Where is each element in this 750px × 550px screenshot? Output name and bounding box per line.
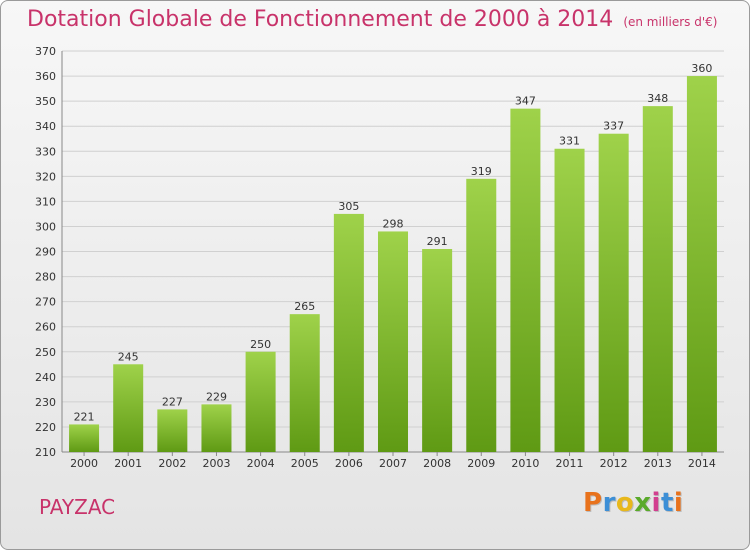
data-label: 331 xyxy=(559,135,580,148)
logo-letter: t xyxy=(660,488,674,518)
y-tick-label: 210 xyxy=(35,446,56,459)
x-tick-label: 2002 xyxy=(158,457,186,470)
data-label: 250 xyxy=(250,338,271,351)
data-label: 221 xyxy=(74,410,95,423)
x-tick-label: 2000 xyxy=(70,457,98,470)
data-label: 348 xyxy=(647,92,668,105)
y-tick-label: 360 xyxy=(35,70,56,83)
y-tick-label: 250 xyxy=(35,346,56,359)
x-tick-label: 2003 xyxy=(202,457,230,470)
data-label: 245 xyxy=(118,350,139,363)
y-tick-label: 240 xyxy=(35,371,56,384)
bar-2014 xyxy=(686,76,717,452)
logo-letter: x xyxy=(634,488,652,518)
y-tick-label: 230 xyxy=(35,396,56,409)
bar-2002 xyxy=(157,409,188,452)
commune-name: PAYZAC xyxy=(39,495,116,519)
bar-2005 xyxy=(289,314,320,452)
data-label: 305 xyxy=(338,200,359,213)
x-tick-label: 2012 xyxy=(600,457,628,470)
y-tick-label: 280 xyxy=(35,271,56,284)
bar-2013 xyxy=(642,106,673,452)
y-tick-label: 350 xyxy=(35,95,56,108)
x-tick-label: 2011 xyxy=(556,457,584,470)
x-tick-label: 2009 xyxy=(467,457,495,470)
chart-title-text: Dotation Globale de Fonctionnement de 20… xyxy=(27,7,614,32)
x-tick-label: 2001 xyxy=(114,457,142,470)
y-tick-label: 300 xyxy=(35,220,56,233)
data-label: 337 xyxy=(603,120,624,133)
data-label: 265 xyxy=(294,300,315,313)
y-tick-label: 330 xyxy=(35,145,56,158)
bar-2000 xyxy=(69,424,100,452)
x-tick-label: 2007 xyxy=(379,457,407,470)
x-tick-label: 2010 xyxy=(511,457,539,470)
bar-2006 xyxy=(333,213,364,452)
x-tick-label: 2014 xyxy=(688,457,716,470)
y-tick-label: 340 xyxy=(35,120,56,133)
data-label: 298 xyxy=(383,217,404,230)
y-tick-label: 320 xyxy=(35,170,56,183)
logo-letter: P xyxy=(583,488,603,518)
bar-2012 xyxy=(598,133,629,453)
data-label: 227 xyxy=(162,395,183,408)
bar-2007 xyxy=(377,231,409,452)
bar-2010 xyxy=(510,108,541,453)
bar-2009 xyxy=(466,178,497,452)
y-tick-label: 310 xyxy=(35,195,56,208)
y-tick-label: 290 xyxy=(35,246,56,259)
logo-letter: i xyxy=(651,488,661,518)
y-tick-label: 220 xyxy=(35,421,56,434)
x-tick-label: 2013 xyxy=(644,457,672,470)
logo-letter: r xyxy=(602,488,616,518)
bar-2001 xyxy=(113,364,144,452)
chart-subtitle: (en milliers d'€) xyxy=(623,15,718,29)
x-tick-label: 2006 xyxy=(335,457,363,470)
proxiti-logo: Proxiti xyxy=(583,488,683,518)
data-label: 291 xyxy=(427,235,448,248)
logo-letter: i xyxy=(673,488,684,518)
data-label: 347 xyxy=(515,95,536,108)
x-tick-label: 2004 xyxy=(247,457,275,470)
x-tick-label: 2008 xyxy=(423,457,451,470)
bar-2011 xyxy=(554,148,585,452)
data-label: 229 xyxy=(206,390,227,403)
chart-title: Dotation Globale de Fonctionnement de 20… xyxy=(27,7,717,32)
logo-letter: o xyxy=(615,488,635,518)
data-label: 319 xyxy=(471,165,492,178)
data-label: 360 xyxy=(691,62,712,75)
y-tick-label: 260 xyxy=(35,321,56,334)
y-tick-label: 370 xyxy=(35,45,56,58)
x-tick-label: 2005 xyxy=(291,457,319,470)
bar-2003 xyxy=(201,404,232,452)
y-tick-label: 270 xyxy=(35,296,56,309)
bar-2004 xyxy=(245,351,276,452)
bar-2008 xyxy=(422,248,453,452)
